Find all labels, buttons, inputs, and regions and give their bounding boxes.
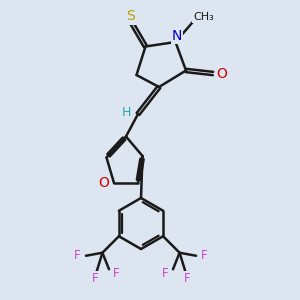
- Text: F: F: [201, 249, 208, 262]
- Text: O: O: [217, 67, 227, 80]
- Text: F: F: [184, 272, 190, 285]
- Text: F: F: [74, 249, 81, 262]
- Text: F: F: [92, 272, 98, 285]
- Text: F: F: [113, 267, 120, 280]
- Text: H: H: [122, 106, 131, 119]
- Text: CH₃: CH₃: [193, 12, 214, 22]
- Text: O: O: [98, 176, 109, 190]
- Text: S: S: [126, 10, 135, 23]
- Text: N: N: [172, 29, 182, 43]
- Text: F: F: [162, 267, 169, 280]
